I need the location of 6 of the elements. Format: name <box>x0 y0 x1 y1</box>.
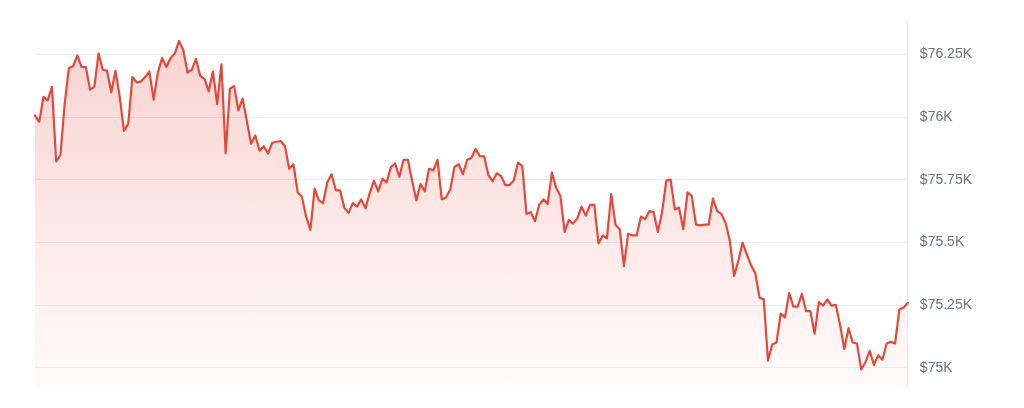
y-tick-label: $75K <box>919 358 954 375</box>
y-tick-label: $75.25K <box>919 296 973 312</box>
y-tick-label: $75.75K <box>919 170 973 187</box>
y-tick-label: $76.25K <box>919 45 973 62</box>
y-tick-label: $75.5K <box>919 233 965 250</box>
y-tick-label: $76K <box>919 108 954 125</box>
